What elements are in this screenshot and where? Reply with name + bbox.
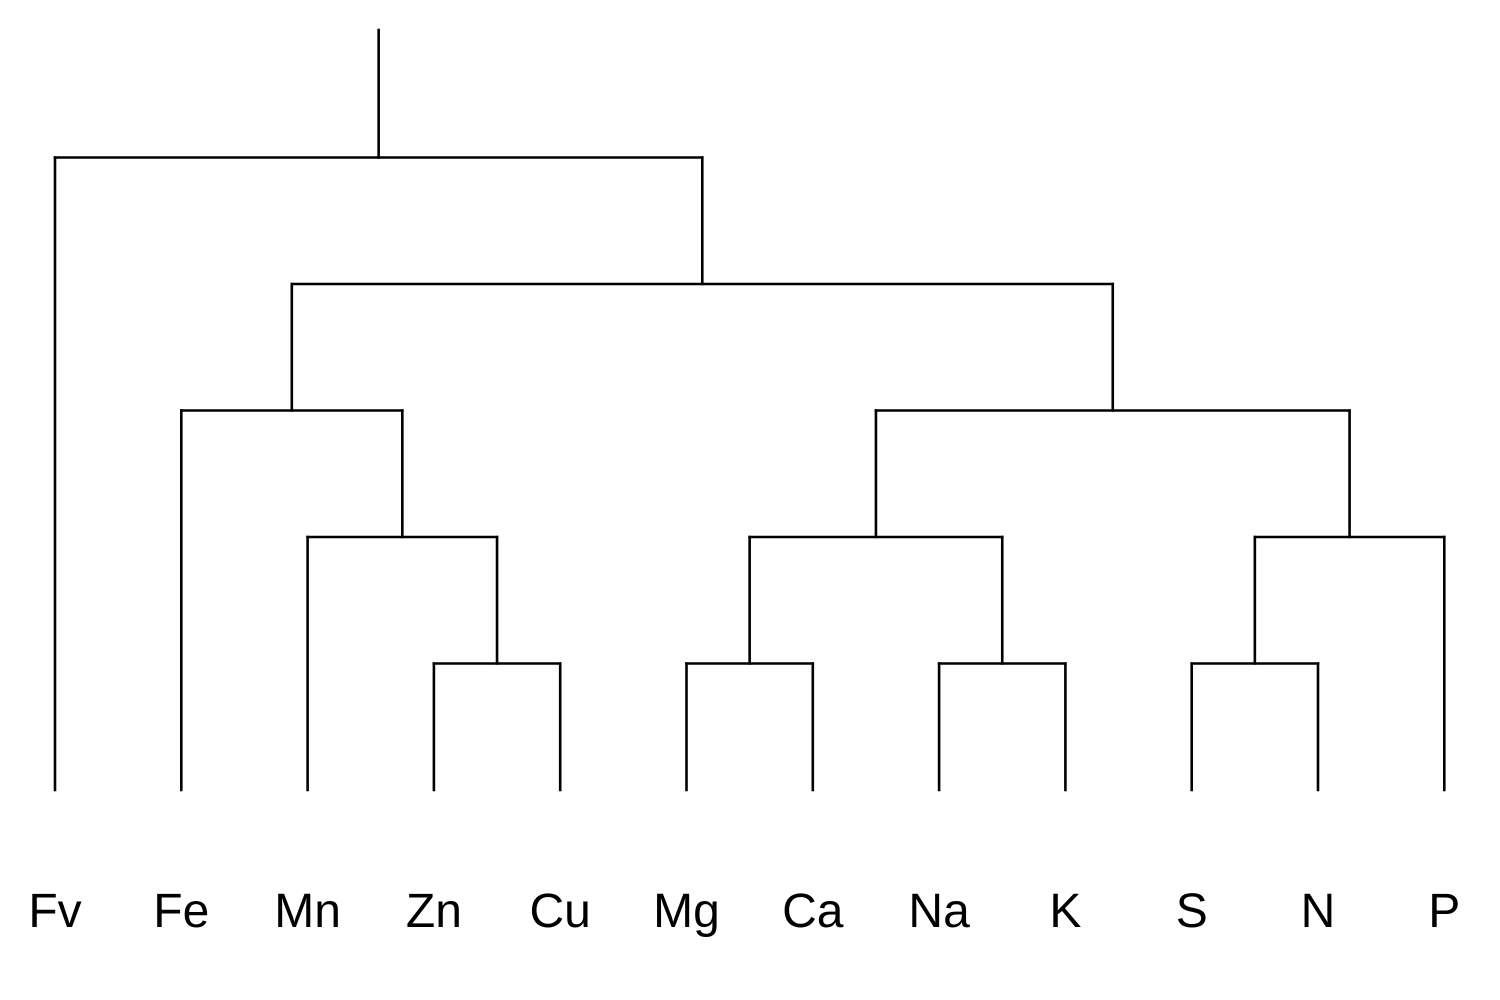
leaf-label-mg: Mg [653, 885, 720, 938]
leaf-label-fe: Fe [153, 885, 209, 938]
leaf-label-fv: Fv [28, 885, 81, 938]
leaf-label-cu: Cu [530, 885, 591, 938]
dendrogram-branches [53, 28, 1446, 792]
leaf-label-ca: Ca [782, 885, 844, 938]
leaf-label-n: N [1301, 885, 1336, 938]
leaf-label-s: S [1176, 885, 1208, 938]
leaf-label-k: K [1049, 885, 1081, 938]
leaf-labels: Fv Fe Mn Zn Cu Mg Ca Na K S N P [28, 885, 1460, 938]
leaf-label-p: P [1428, 885, 1460, 938]
leaf-label-zn: Zn [406, 885, 462, 938]
leaf-label-mn: Mn [274, 885, 341, 938]
leaf-label-na: Na [908, 885, 970, 938]
